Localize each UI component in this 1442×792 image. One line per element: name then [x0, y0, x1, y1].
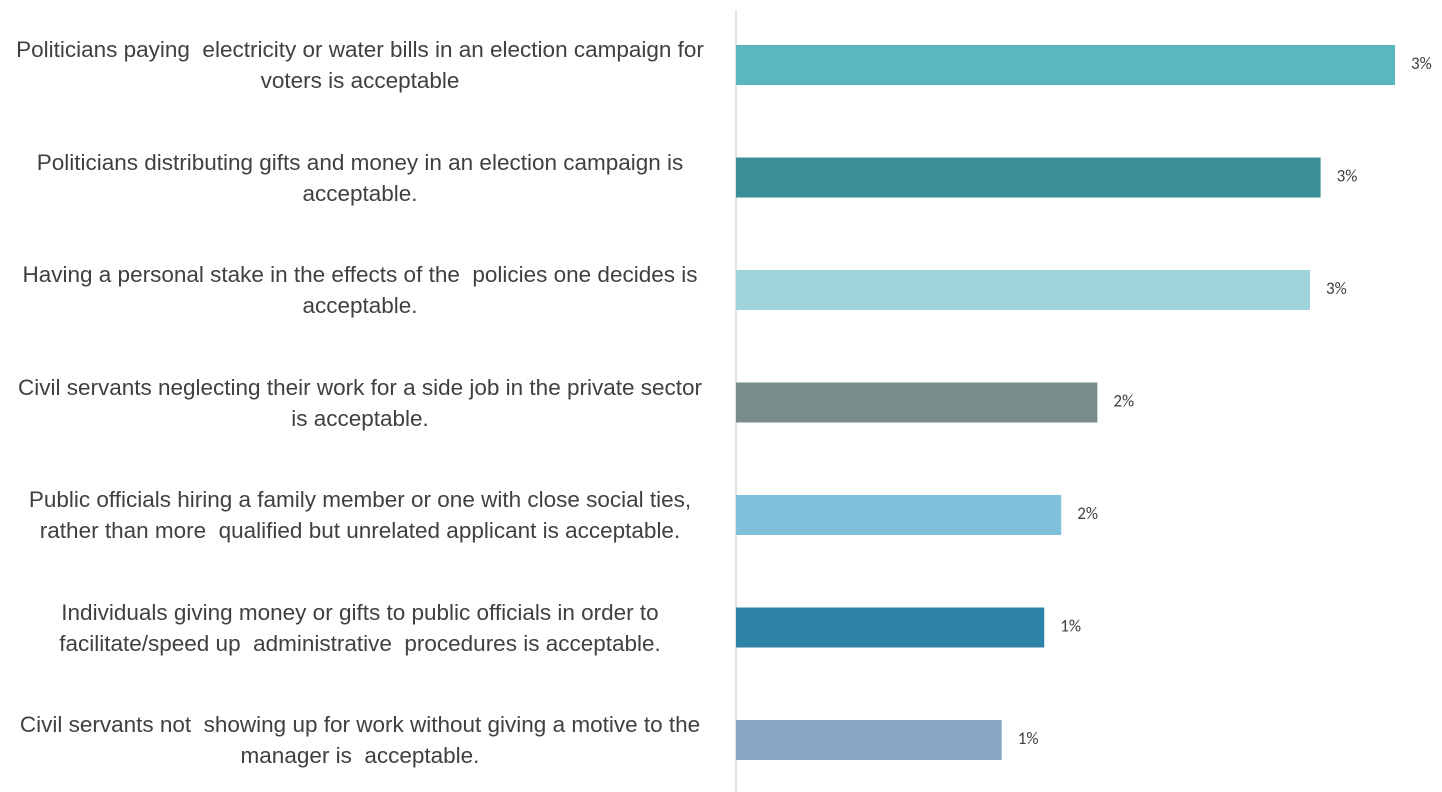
value-label: 1%	[1060, 616, 1081, 637]
category-label: Politicians distributing gifts and money…	[36, 149, 690, 206]
bar	[736, 607, 1045, 648]
category-label-box: Individuals giving money or gifts to pub…	[10, 597, 710, 659]
category-label-box: Public officials hiring a family member …	[10, 484, 710, 546]
category-label: Civil servants not showing up for work w…	[19, 712, 707, 768]
bar	[736, 45, 1395, 85]
bar	[736, 382, 1098, 423]
bar	[736, 157, 1321, 198]
category-label: Public officials hiring a family member …	[28, 487, 698, 543]
value-label: 2%	[1077, 503, 1098, 524]
value-label: 3%	[1411, 53, 1432, 74]
bar	[736, 495, 1062, 535]
bar	[736, 270, 1310, 310]
category-label: Individuals giving money or gifts to pub…	[59, 599, 672, 656]
value-label: 1%	[1018, 728, 1039, 749]
category-label-box: Politicians distributing gifts and money…	[10, 147, 710, 209]
category-label-box: Having a personal stake in the effects o…	[10, 259, 710, 321]
category-label-box: Politicians paying electricity or water …	[10, 34, 710, 96]
category-label: Politicians paying electricity or water …	[16, 37, 711, 93]
category-label: Having a personal stake in the effects o…	[22, 262, 704, 318]
value-label: 3%	[1326, 278, 1347, 299]
category-label-box: Civil servants not showing up for work w…	[10, 709, 710, 771]
value-label: 3%	[1337, 166, 1358, 187]
value-label: 2%	[1113, 391, 1134, 412]
category-label-box: Civil servants neglecting their work for…	[10, 372, 710, 434]
bar	[736, 720, 1002, 760]
category-label: Civil servants neglecting their work for…	[17, 374, 709, 431]
